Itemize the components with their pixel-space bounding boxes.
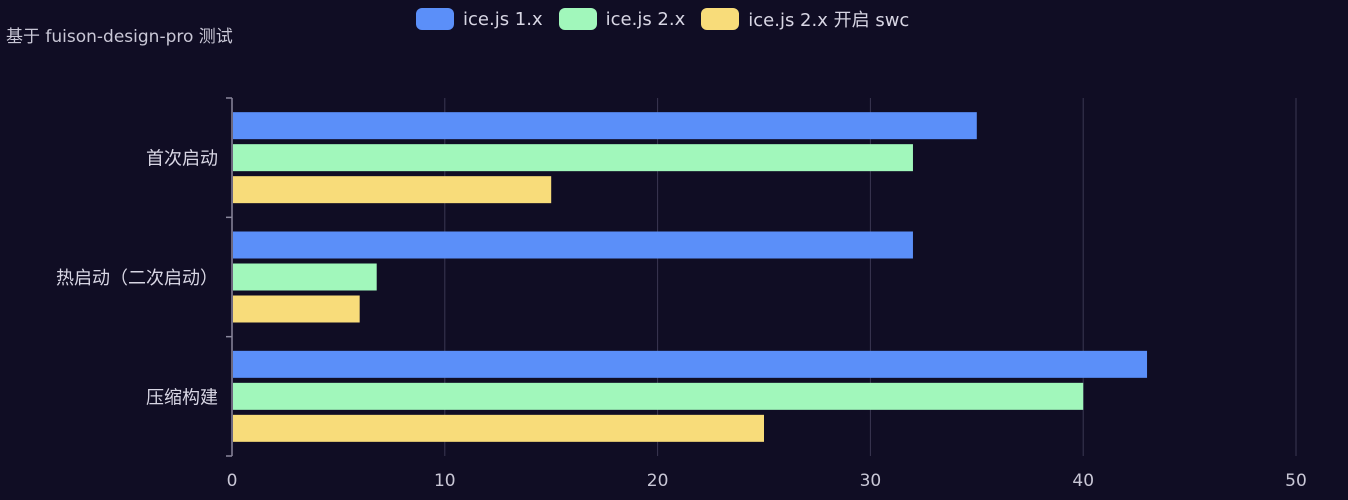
category-label: 热启动（二次启动） [56,268,218,289]
x-tick-label: 10 [434,471,456,491]
bar [233,350,1148,378]
x-tick-label: 20 [647,471,669,491]
category-label: 首次启动 [146,149,218,170]
bar [233,414,764,442]
legend-label: ice.js 2.x [605,8,686,30]
bar [233,144,913,172]
category-label: 压缩构建 [146,387,218,408]
x-tick-label: 50 [1285,471,1307,491]
legend-item-ice-2x[interactable]: ice.js 2.x [558,8,686,30]
legend-swatch [701,8,740,30]
bar [233,263,377,291]
bar [233,295,360,323]
bar [233,176,552,204]
x-tick-label: 40 [1072,471,1094,491]
legend: ice.js 1.x ice.js 2.x ice.js 2.x 开启 swc [416,6,925,32]
x-tick-label: 0 [227,471,238,491]
legend-item-ice-2x-swc[interactable]: ice.js 2.x 开启 swc [701,6,909,32]
legend-swatch [558,8,597,30]
legend-item-ice-1x[interactable]: ice.js 1.x [416,8,543,30]
bar [233,231,913,259]
legend-label: ice.js 2.x 开启 swc [748,10,910,31]
legend-label: ice.js 1.x [463,8,543,30]
x-tick-label: 30 [860,471,882,491]
legend-swatch [416,8,454,30]
bar [233,112,977,140]
bar [233,382,1084,410]
chart-title: 基于 fuison-design-pro 测试 [6,27,233,47]
